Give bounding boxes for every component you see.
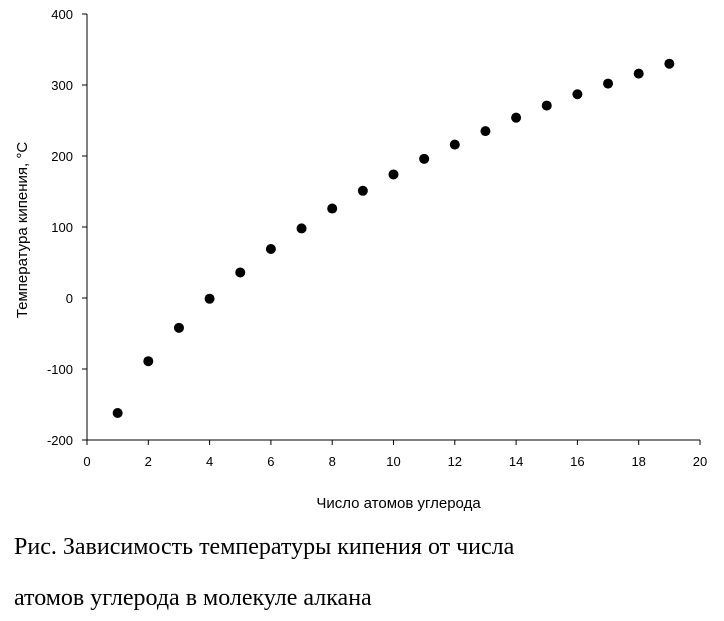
data-point	[204, 293, 215, 304]
x-tick-label: 18	[631, 454, 645, 469]
data-point	[327, 203, 338, 214]
data-point	[357, 185, 368, 196]
data-point	[603, 78, 614, 89]
y-tick-label: 400	[51, 7, 73, 22]
x-tick-label: 12	[448, 454, 462, 469]
figure-caption-line-2: атомов углерода в молекуле алкана	[14, 585, 372, 611]
data-point	[664, 58, 675, 69]
x-tick-label: 8	[329, 454, 336, 469]
y-tick-label: 100	[51, 220, 73, 235]
data-point	[296, 223, 307, 234]
data-point	[173, 322, 184, 333]
y-tick-label: 300	[51, 78, 73, 93]
y-tick-label: 200	[51, 149, 73, 164]
data-point	[388, 169, 399, 180]
x-tick-label: 10	[386, 454, 400, 469]
x-tick-label: 14	[509, 454, 523, 469]
data-point	[235, 267, 246, 278]
x-tick-label: 6	[267, 454, 274, 469]
x-tick-label: 20	[693, 454, 707, 469]
tick-labels: 0 2 4 6 8 10 12 14 16 18 20 -200 -100 0 100 200 300 400	[47, 7, 707, 469]
data-point	[419, 153, 430, 164]
y-tick-label: -100	[47, 362, 73, 377]
data-point	[572, 89, 583, 100]
figure-caption-line-1: Рис. Зависимость температуры кипения от …	[14, 534, 515, 560]
y-axis-title: Температура кипения, °С	[14, 142, 31, 319]
x-tick-label: 16	[570, 454, 584, 469]
data-point	[265, 244, 276, 255]
data-point	[511, 112, 522, 123]
data-point	[541, 100, 552, 111]
scatter-chart: 0 2 4 6 8 10 12 14 16 18 20 -200 -100 0 100 200 300 400 Ч…	[14, 7, 707, 512]
data-point	[449, 139, 460, 150]
data-points	[112, 58, 675, 419]
x-axis-title: Число атомов углерода	[316, 495, 481, 512]
data-point	[143, 356, 154, 367]
x-tick-label: 2	[145, 454, 152, 469]
data-point	[112, 408, 123, 419]
y-tick-label: 0	[66, 291, 73, 306]
x-tick-label: 0	[83, 454, 90, 469]
y-tick-label: -200	[47, 433, 73, 448]
axes	[82, 13, 701, 445]
data-point	[480, 126, 491, 137]
x-tick-label: 4	[206, 454, 213, 469]
data-point	[633, 68, 644, 79]
